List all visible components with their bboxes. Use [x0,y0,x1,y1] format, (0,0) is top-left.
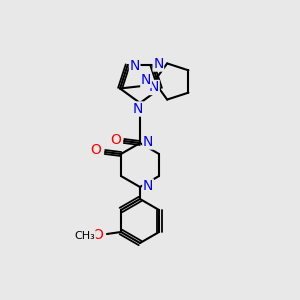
Text: N: N [153,57,164,71]
Text: O: O [91,143,101,157]
Text: O: O [111,133,122,147]
Text: CH₃: CH₃ [75,231,95,241]
Text: N: N [149,80,159,94]
Text: N: N [130,59,140,73]
Text: N: N [143,135,153,149]
Text: N: N [141,74,151,88]
Text: O: O [92,228,104,242]
Text: N: N [133,102,143,116]
Text: N: N [143,179,153,193]
